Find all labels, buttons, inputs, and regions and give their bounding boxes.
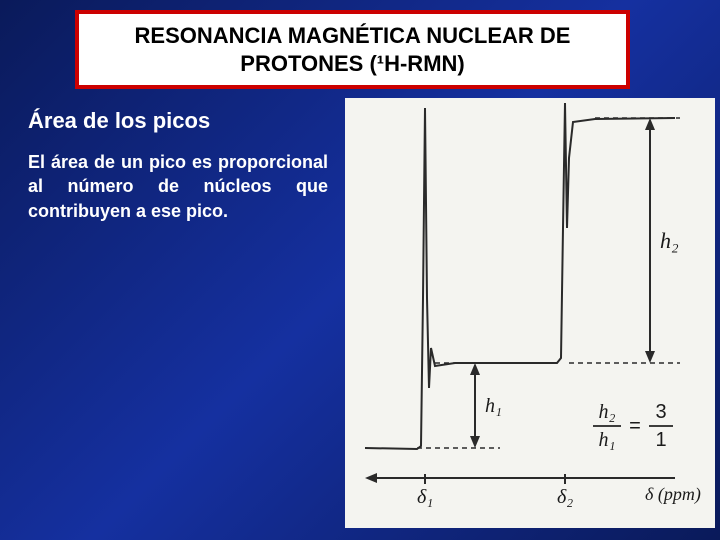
formula-eq: =	[629, 415, 641, 437]
x-axis-label: δ (ppm)	[645, 484, 701, 505]
h1-arrow-up	[470, 363, 480, 375]
formula-rden: 1	[655, 429, 666, 451]
h2-arrow-down	[645, 351, 655, 363]
body-paragraph: El área de un pico es proporcional al nú…	[28, 150, 328, 223]
formula-den: h₁	[599, 429, 616, 451]
x-axis-arrow	[365, 473, 377, 483]
section-subtitle: Área de los picos	[28, 108, 210, 134]
tick-2-label: δ₂	[557, 486, 573, 508]
tick-1-label: δ₁	[417, 486, 433, 508]
formula-rnum: 3	[655, 401, 666, 423]
nmr-svg: δ (ppm) δ₁ δ₂ h₁ h₂ h₂ h₁ = 3	[345, 98, 715, 528]
spectrum-trace	[365, 103, 675, 449]
h2-arrow-up	[645, 118, 655, 130]
title-box: RESONANCIA MAGNÉTICA NUCLEAR DE PROTONES…	[75, 10, 630, 89]
formula-num: h₂	[599, 401, 616, 423]
h2-label: h₂	[660, 228, 679, 253]
nmr-diagram: δ (ppm) δ₁ δ₂ h₁ h₂ h₂ h₁ = 3	[345, 98, 715, 528]
title-line-2: PROTONES (¹H-RMN)	[91, 50, 614, 78]
h1-label: h₁	[485, 395, 502, 417]
title-line-1: RESONANCIA MAGNÉTICA NUCLEAR DE	[91, 22, 614, 50]
ratio-formula: h₂ h₁ = 3 1	[593, 401, 673, 451]
h1-arrow-down	[470, 436, 480, 448]
